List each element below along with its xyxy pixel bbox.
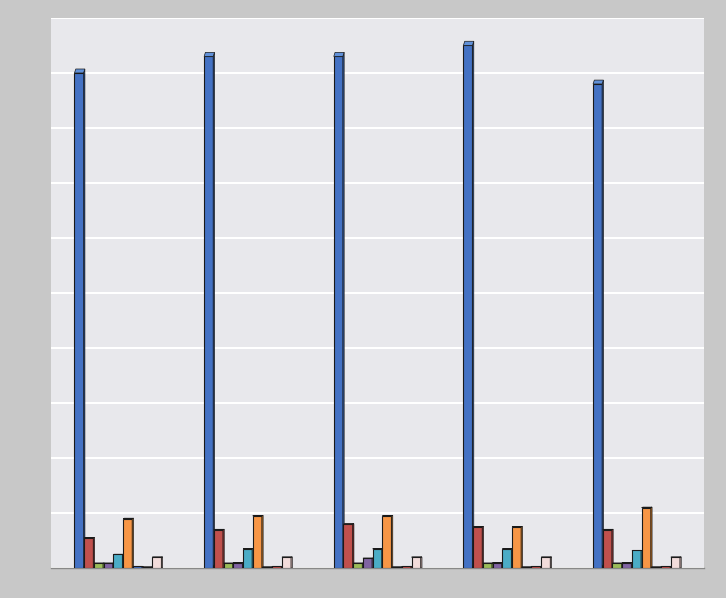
Bar [412,557,420,568]
Bar [224,563,232,568]
Bar [152,557,161,568]
Bar [133,566,142,568]
Polygon shape [223,529,224,568]
Bar [483,563,492,568]
Bar [363,558,372,568]
Bar [383,516,391,568]
Polygon shape [132,518,134,568]
Polygon shape [83,69,85,568]
Polygon shape [550,557,552,568]
Bar [204,56,213,568]
Polygon shape [531,567,532,568]
Bar [263,567,272,568]
Bar [512,527,521,568]
Polygon shape [463,41,474,45]
Polygon shape [511,549,513,568]
Polygon shape [152,567,153,568]
Bar [492,563,502,568]
Polygon shape [502,563,503,568]
Polygon shape [411,566,412,568]
Bar [113,554,123,568]
Bar [94,563,103,568]
Bar [214,530,223,568]
Bar [531,566,541,568]
Polygon shape [521,526,523,568]
Polygon shape [142,566,143,568]
Polygon shape [602,80,603,568]
Polygon shape [641,550,643,568]
Polygon shape [103,563,105,568]
Bar [272,566,281,568]
Bar [541,557,550,568]
Bar [84,538,93,568]
Polygon shape [473,41,474,568]
Polygon shape [75,69,85,73]
Bar [522,567,531,568]
Polygon shape [670,566,672,568]
Polygon shape [372,558,373,568]
Bar [334,56,343,568]
Polygon shape [593,80,603,84]
Polygon shape [213,53,214,568]
Bar [354,563,362,568]
Bar [372,549,382,568]
Bar [671,557,680,568]
Polygon shape [232,563,234,568]
Polygon shape [281,566,282,568]
Bar [233,563,242,568]
Polygon shape [401,567,402,568]
Polygon shape [650,507,652,568]
Polygon shape [420,557,422,568]
Polygon shape [93,538,94,568]
Bar [123,518,132,568]
Bar [661,566,670,568]
Polygon shape [113,563,114,568]
Bar [473,527,482,568]
Bar [463,45,473,568]
Polygon shape [204,53,214,56]
Polygon shape [353,524,354,568]
Bar [282,557,291,568]
Bar [75,73,83,568]
Bar [343,524,353,568]
Bar [401,566,411,568]
Bar [502,549,511,568]
Polygon shape [343,53,344,568]
Polygon shape [161,557,163,568]
Polygon shape [382,549,383,568]
Bar [593,84,602,568]
Polygon shape [612,529,613,568]
Bar [642,508,650,568]
Bar [253,516,262,568]
Bar [603,530,612,568]
Polygon shape [272,567,273,568]
Bar [104,563,113,568]
Bar [613,563,621,568]
Bar [622,563,632,568]
Polygon shape [262,515,263,568]
Polygon shape [334,53,344,56]
Bar [392,567,401,568]
Polygon shape [362,563,364,568]
Polygon shape [492,563,493,568]
Polygon shape [680,557,681,568]
Polygon shape [242,563,244,568]
Bar [651,567,661,568]
Polygon shape [391,515,393,568]
Bar [142,567,152,568]
Polygon shape [661,567,662,568]
Polygon shape [291,557,293,568]
Polygon shape [621,563,623,568]
Polygon shape [541,566,542,568]
Bar [243,549,252,568]
Polygon shape [252,549,253,568]
Polygon shape [482,526,484,568]
Bar [632,551,641,568]
